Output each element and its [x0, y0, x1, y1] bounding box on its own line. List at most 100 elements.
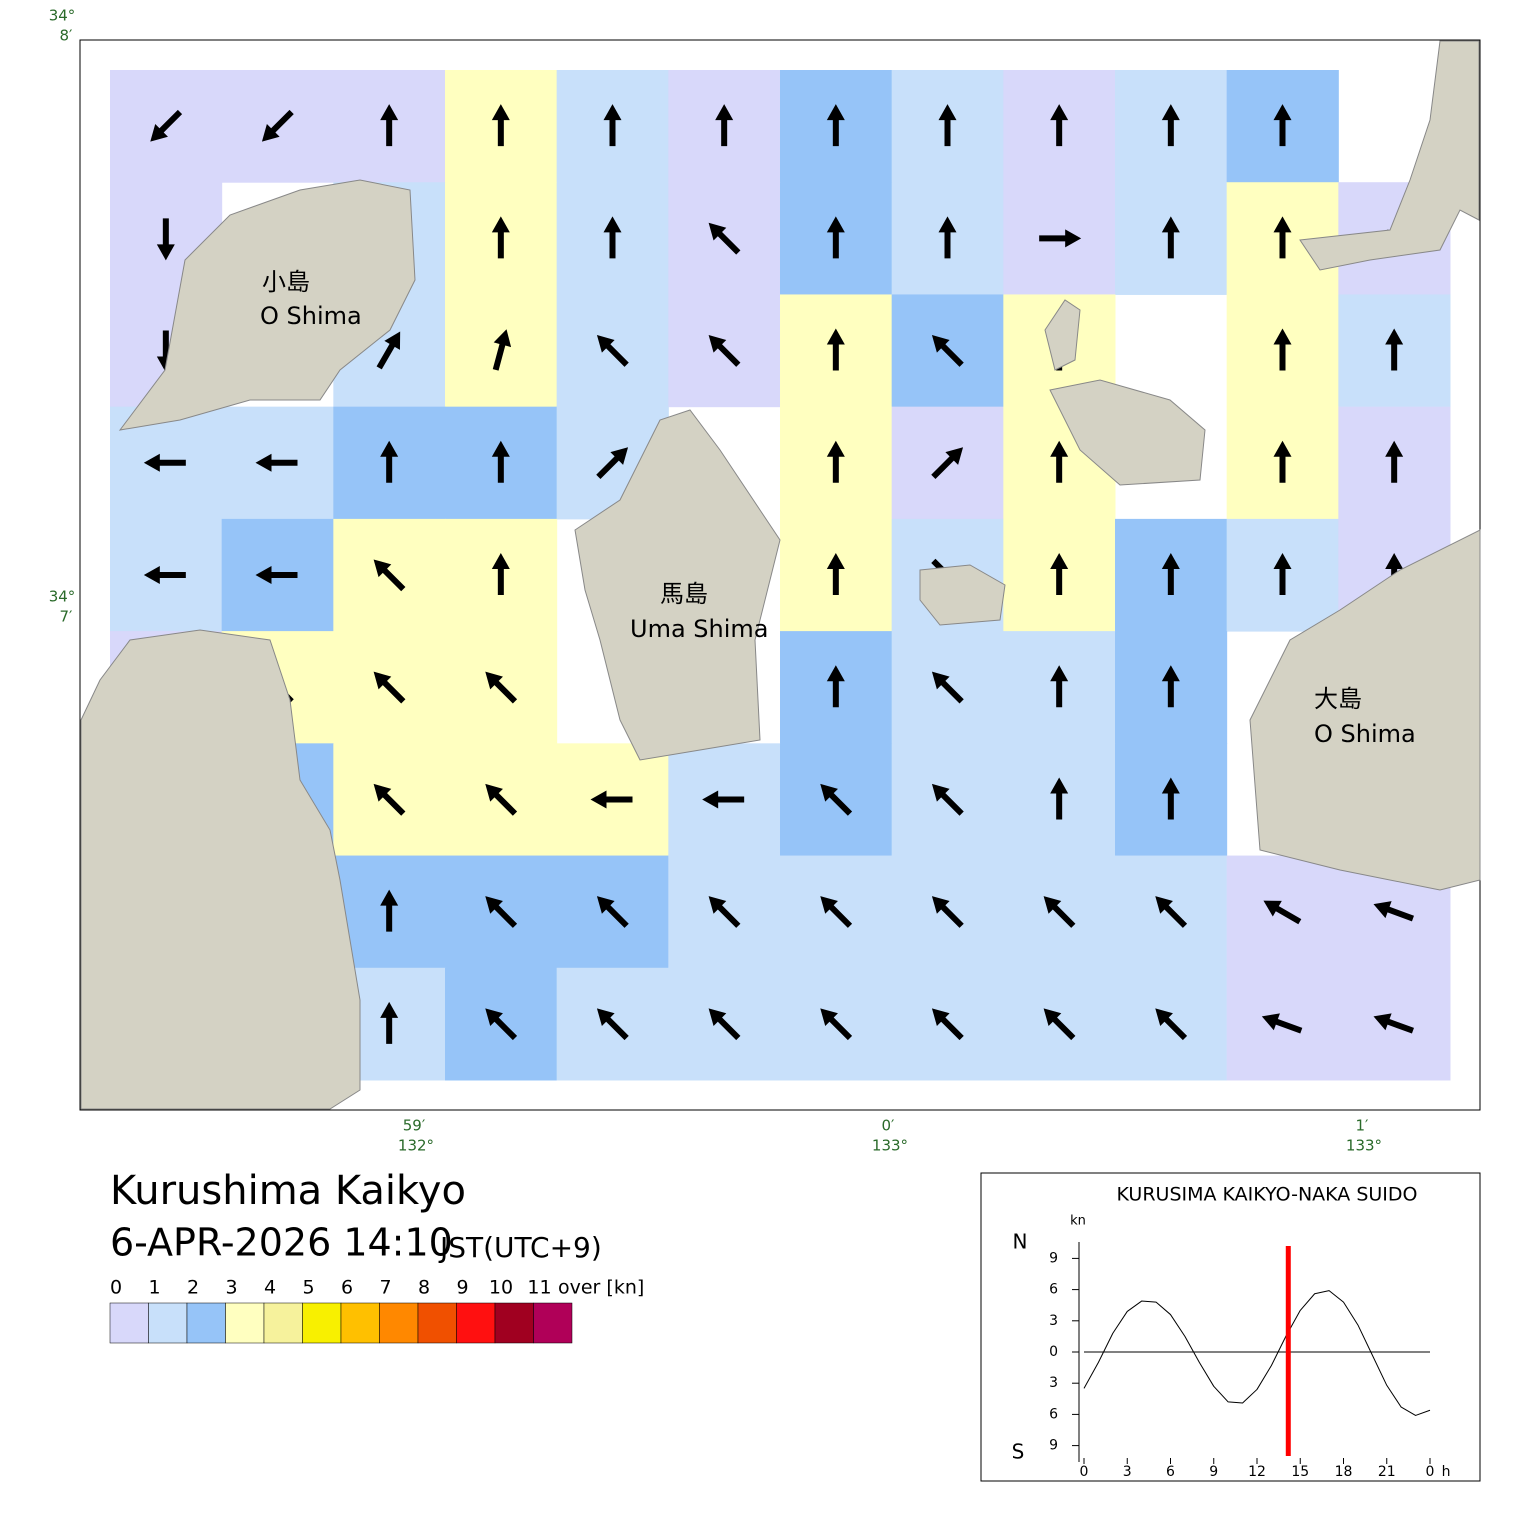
y-tick-label: 9: [1049, 1250, 1058, 1266]
current-arrow: [1273, 216, 1292, 259]
x-tick-label: 9: [1209, 1464, 1218, 1480]
legend-swatch: [340, 1302, 380, 1344]
current-arrow: [826, 216, 845, 259]
place-name: 小島: [262, 268, 310, 296]
place-name: O Shima: [1314, 720, 1416, 748]
current-arrow: [376, 331, 401, 370]
title: Kurushima Kaikyo: [110, 1168, 466, 1214]
current-field: [110, 70, 1451, 1081]
current-arrow: [931, 447, 964, 480]
tide-title: KURUSIMA KAIKYO-NAKA SUIDO: [1116, 1184, 1417, 1206]
legend-label: 9: [456, 1277, 468, 1299]
current-arrow: [1161, 216, 1180, 259]
south-label: S: [1012, 1440, 1025, 1464]
legend-swatch: [225, 1302, 265, 1344]
current-arrow: [380, 440, 399, 483]
legend-unit: over [kn]: [558, 1277, 644, 1299]
current-arrow: [380, 889, 399, 932]
lon-label: 1′: [1356, 1117, 1370, 1135]
lat-label: 8′: [60, 27, 74, 45]
timezone: JST(UTC+9): [438, 1231, 602, 1264]
current-arrow: [1263, 900, 1302, 925]
current-arrow: [938, 216, 957, 259]
current-arrow: [492, 329, 512, 371]
current-arrow: [702, 790, 745, 809]
current-arrow: [931, 1008, 964, 1041]
current-arrow: [820, 783, 853, 816]
current-arrow: [491, 104, 510, 147]
current-arrow: [143, 453, 186, 472]
current-arrow: [1039, 229, 1082, 248]
current-arrow: [596, 447, 629, 480]
legend-label: 7: [379, 1277, 391, 1299]
current-arrow: [603, 216, 622, 259]
current-arrow: [931, 671, 964, 704]
legend-swatch: [263, 1302, 303, 1344]
tide-chart: KURUSIMA KAIKYO-NAKA SUIDO kn N Sh 9 6 3 0 3 6 9 0 3…: [1012, 1184, 1451, 1481]
current-arrow: [1161, 553, 1180, 595]
legend-label: 8: [418, 1277, 430, 1299]
lon-label: 132°: [398, 1137, 434, 1155]
current-arrow: [590, 790, 633, 809]
current-arrow: [373, 559, 406, 592]
current-arrow: [1050, 665, 1069, 708]
x-tick-label: 21: [1378, 1464, 1396, 1480]
north-label: N: [1013, 1230, 1028, 1254]
lon-label: 133°: [872, 1137, 908, 1155]
datetime: 6-APR-2026 14:10: [110, 1221, 453, 1265]
current-arrow: [596, 896, 629, 928]
current-arrow: [1385, 440, 1404, 483]
current-arrow: [1155, 896, 1188, 928]
current-arrow: [1261, 1013, 1303, 1034]
y-tick-label: 3: [1049, 1313, 1058, 1329]
current-arrow: [708, 222, 741, 255]
x-tick-label: 0: [1426, 1464, 1435, 1480]
current-arrow: [156, 218, 175, 261]
legend-label: 6: [341, 1277, 353, 1299]
current-arrow: [931, 783, 964, 816]
current-arrow: [485, 671, 518, 704]
y-tick-label: 9: [1049, 1438, 1058, 1454]
legend-label: 0: [110, 1277, 122, 1299]
place-name: Uma Shima: [630, 615, 768, 643]
current-arrow: [1043, 1008, 1076, 1041]
legend-label: 4: [264, 1277, 276, 1299]
current-arrow: [1273, 440, 1292, 483]
y-tick-label: 3: [1049, 1375, 1058, 1391]
current-arrow: [1373, 901, 1414, 922]
x-tick-label: 15: [1291, 1464, 1309, 1480]
legend-swatch: [456, 1302, 496, 1344]
current-arrow: [373, 783, 406, 816]
place-name: O Shima: [260, 302, 362, 330]
current-arrow: [150, 109, 183, 142]
x-tick-label: 0: [1080, 1464, 1089, 1480]
current-arrow: [1161, 104, 1180, 147]
current-arrow: [485, 783, 518, 816]
legend-label: 1: [148, 1277, 160, 1299]
legend-swatch: [186, 1302, 226, 1344]
legend-swatch: [379, 1302, 419, 1344]
current-arrow: [485, 896, 518, 928]
current-arrow: [820, 896, 853, 928]
current-arrow: [1161, 777, 1180, 820]
current-arrow: [826, 665, 845, 708]
current-arrow: [1273, 553, 1292, 595]
current-arrow: [261, 109, 294, 142]
lat-label: 34°: [49, 588, 76, 606]
legend-label: 2: [187, 1277, 199, 1299]
current-arrow: [1050, 777, 1069, 820]
lat-label: 7′: [60, 608, 74, 626]
current-arrow: [373, 671, 406, 704]
legend-swatch: [148, 1302, 188, 1344]
legend-swatch: [109, 1302, 149, 1344]
x-tick-label: 3: [1123, 1464, 1132, 1480]
lon-label: 59′: [403, 1117, 426, 1135]
x-unit: h: [1442, 1464, 1451, 1480]
place-name: 大島: [1314, 685, 1362, 713]
current-arrow: [1161, 665, 1180, 708]
legend-label: 5: [302, 1277, 314, 1299]
current-arrow: [826, 104, 845, 147]
current-arrow: [491, 216, 510, 259]
current-arrow: [380, 104, 399, 147]
current-arrow: [1385, 328, 1404, 371]
